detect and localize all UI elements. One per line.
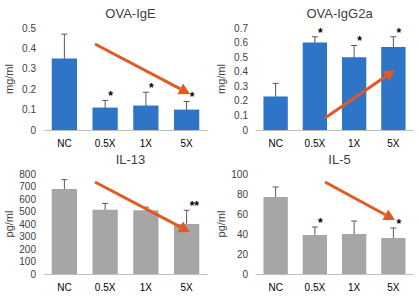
- svg-text:0.5X: 0.5X: [305, 282, 326, 293]
- svg-text:mg/ml: mg/ml: [3, 64, 15, 94]
- svg-text:100: 100: [231, 169, 248, 180]
- svg-text:*: *: [108, 89, 113, 103]
- svg-text:500: 500: [19, 206, 36, 217]
- svg-text:700: 700: [19, 181, 36, 192]
- svg-text:100: 100: [19, 256, 36, 267]
- svg-text:*: *: [396, 26, 401, 40]
- svg-text:0.3: 0.3: [22, 63, 36, 74]
- svg-text:5X: 5X: [181, 282, 194, 293]
- svg-text:0.5: 0.5: [234, 52, 248, 63]
- svg-text:1X: 1X: [348, 282, 361, 293]
- svg-text:1X: 1X: [140, 282, 153, 293]
- svg-text:**: **: [190, 199, 200, 213]
- svg-text:20: 20: [237, 249, 249, 260]
- svg-text:0: 0: [242, 125, 248, 136]
- svg-text:IL-5: IL-5: [328, 152, 350, 167]
- svg-text:0.3: 0.3: [234, 81, 248, 92]
- svg-text:5X: 5X: [387, 282, 400, 293]
- svg-text:0: 0: [242, 269, 248, 280]
- svg-text:5X: 5X: [181, 138, 194, 149]
- svg-text:0.1: 0.1: [22, 104, 36, 115]
- svg-text:NC: NC: [57, 282, 71, 293]
- svg-text:NC: NC: [268, 282, 282, 293]
- svg-text:*: *: [318, 216, 323, 230]
- svg-text:0.6: 0.6: [234, 37, 248, 48]
- svg-text:1X: 1X: [348, 138, 361, 149]
- svg-text:0.5X: 0.5X: [305, 138, 326, 149]
- svg-text:5X: 5X: [387, 138, 400, 149]
- svg-text:*: *: [318, 26, 323, 40]
- svg-text:1X: 1X: [140, 138, 153, 149]
- svg-text:mg/ml: mg/ml: [215, 64, 227, 94]
- svg-text:0.5X: 0.5X: [95, 282, 116, 293]
- svg-text:800: 800: [19, 169, 36, 180]
- svg-text:IL-13: IL-13: [116, 152, 146, 167]
- svg-text:300: 300: [19, 231, 36, 242]
- svg-text:*: *: [149, 81, 154, 95]
- svg-text:NC: NC: [57, 138, 71, 149]
- svg-text:OVA-IgE: OVA-IgE: [105, 6, 156, 21]
- svg-text:0.4: 0.4: [22, 43, 36, 54]
- svg-text:40: 40: [237, 229, 249, 240]
- svg-text:200: 200: [19, 244, 36, 255]
- svg-text:60: 60: [237, 209, 249, 220]
- svg-text:*: *: [190, 90, 195, 104]
- svg-text:0.2: 0.2: [22, 84, 36, 95]
- svg-text:0.7: 0.7: [234, 23, 248, 34]
- svg-text:NC: NC: [268, 138, 282, 149]
- svg-text:0: 0: [30, 125, 36, 136]
- svg-text:OVA-IgG2a: OVA-IgG2a: [306, 6, 373, 21]
- svg-text:pg/ml: pg/ml: [215, 211, 227, 238]
- svg-text:*: *: [357, 34, 362, 48]
- svg-text:0.5X: 0.5X: [95, 138, 116, 149]
- svg-text:0.4: 0.4: [234, 66, 248, 77]
- svg-text:0: 0: [30, 269, 36, 280]
- svg-text:0.5: 0.5: [22, 23, 36, 34]
- svg-text:0.1: 0.1: [234, 110, 248, 121]
- svg-text:pg/ml: pg/ml: [3, 211, 15, 238]
- svg-text:0.2: 0.2: [234, 95, 248, 106]
- svg-text:600: 600: [19, 194, 36, 205]
- svg-text:400: 400: [19, 219, 36, 230]
- svg-text:80: 80: [237, 189, 249, 200]
- svg-text:*: *: [396, 217, 401, 231]
